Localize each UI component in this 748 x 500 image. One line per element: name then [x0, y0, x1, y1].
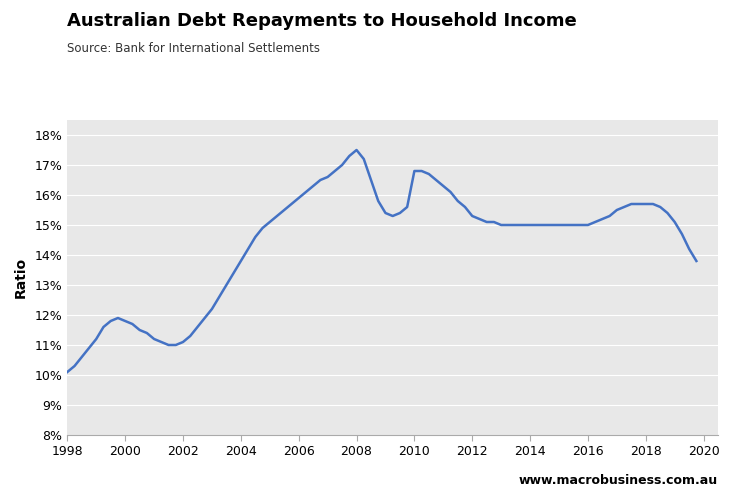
- Text: Source: Bank for International Settlements: Source: Bank for International Settlemen…: [67, 42, 320, 56]
- Text: MACRO: MACRO: [616, 30, 696, 50]
- Text: Australian Debt Repayments to Household Income: Australian Debt Repayments to Household …: [67, 12, 577, 30]
- Y-axis label: Ratio: Ratio: [13, 257, 28, 298]
- Text: BUSINESS: BUSINESS: [614, 72, 699, 86]
- Text: www.macrobusiness.com.au: www.macrobusiness.com.au: [519, 474, 718, 488]
